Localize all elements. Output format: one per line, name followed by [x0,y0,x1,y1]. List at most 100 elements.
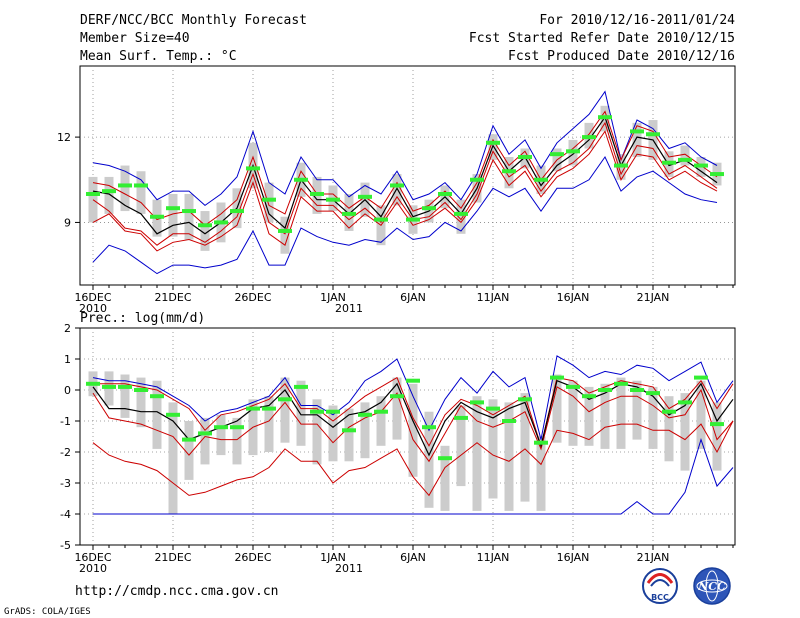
spread-box [472,396,482,511]
median-marker [566,149,580,154]
spread-box [536,436,546,511]
spread-box [680,145,690,166]
median-marker [566,384,580,389]
plot-frame [79,65,736,286]
spread-box [168,193,178,237]
median-marker [630,388,644,392]
median-marker [262,406,276,411]
figure-title: DERF/NCC/BCC Monthly Forecast [80,13,307,28]
spread-box [456,199,466,234]
spread-box [552,374,562,443]
x-tick-label: 26DEC [234,551,271,564]
precip-label: Prec.: log(mm/d) [80,311,205,326]
grads-credit: GrADS: COLA/IGES [4,607,91,617]
median-marker [390,183,404,188]
median-marker [470,400,484,405]
x-tick-label: 21DEC [154,291,191,304]
x-tick-label: 26DEC [234,291,271,304]
spread-box [376,396,386,446]
median-marker [198,223,212,228]
spread-box [200,211,210,251]
series-line-max [92,90,718,207]
median-marker [166,412,180,417]
median-marker [182,209,196,214]
spread-box [184,421,194,480]
median-marker [422,425,436,430]
x-tick-label: 21JAN [637,291,670,304]
spread-box [152,380,162,449]
series-line-upper [93,376,734,448]
median-marker [646,132,660,137]
x-tick-label: 11JAN [477,291,510,304]
median-marker [662,409,676,414]
median-marker [454,211,468,216]
spread-box [200,417,210,465]
spread-box [104,176,114,214]
median-marker [678,400,692,405]
x-tick-label: 1JAN [320,551,346,564]
spread-box [392,377,402,440]
median-marker [294,384,308,389]
spread-box [648,386,658,449]
x-tick-label: 16JAN [557,291,590,304]
x-tick-label: 16DEC [74,291,111,304]
median-marker [262,197,276,202]
spread-box [264,396,274,452]
spread-box [392,174,402,206]
median-marker [102,384,116,389]
spread-box [120,165,130,212]
median-marker [502,169,516,174]
variable-label: Mean Surf. Temp.: °C [80,49,237,64]
median-marker [646,391,660,396]
y-tick-label: 0 [64,384,71,397]
median-marker [278,228,292,233]
median-marker [550,152,564,157]
y-tick-label: -2 [60,446,71,459]
median-marker [374,409,388,414]
median-marker [678,157,692,162]
series-line-upper [92,110,718,226]
median-marker [102,189,116,194]
median-marker [518,155,532,160]
median-marker [342,428,356,433]
spread-box [568,380,578,446]
median-marker [694,163,708,168]
source-url: http://cmdp.ncc.cma.gov.cn [75,584,279,599]
median-marker [694,375,708,380]
spread-box [216,414,226,456]
spread-box [712,402,722,471]
median-marker [502,419,516,423]
plot-frame [79,327,736,546]
spread-box [584,386,594,446]
ncc-logo: NCC [693,567,731,605]
x-tick-label: 6JAN [400,291,426,304]
x-tick-label: 21DEC [154,551,191,564]
median-marker [150,394,164,399]
spread-box [504,402,514,511]
median-marker [326,409,340,414]
median-marker [278,397,292,402]
median-marker [310,409,324,414]
median-marker [246,166,260,171]
temperature-panel: 16DEC 21DEC 26DEC 1JAN 6JAN 11JAN 16JAN 21JAN 20… [57,65,736,315]
x-tick-label: 1JAN [320,291,346,304]
spread-box [408,383,418,477]
median-marker [150,214,164,219]
spread-box [632,122,642,158]
x-tick-label: 16DEC [74,551,111,564]
median-marker [614,163,628,168]
series-line-max [92,355,734,440]
spread-box [88,176,98,223]
x-tick-label: 16JAN [557,551,590,564]
spread-box [696,380,706,449]
series-line-min [93,437,734,515]
median-marker [86,191,100,196]
median-marker [710,172,724,177]
member-size-label: Member Size=40 [80,31,190,46]
x-tick-label: 6JAN [400,551,426,564]
y-tick-label: -5 [60,539,71,552]
median-marker [518,397,532,402]
spread-box [232,417,242,465]
median-marker [470,177,484,182]
